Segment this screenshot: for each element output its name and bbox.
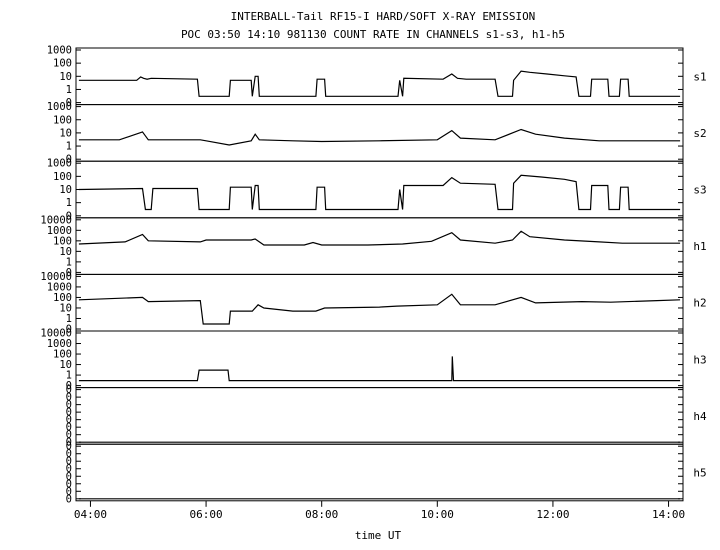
- x-tick-label: 10:00: [421, 508, 454, 521]
- y-tick-label: 10: [59, 302, 72, 314]
- chart-title: INTERBALL-Tail RF15-I HARD/SOFT X-RAY EM…: [231, 10, 536, 23]
- x-tick-label: 08:00: [305, 508, 338, 521]
- panel-frame: [75, 217, 684, 275]
- x-axis-label: time UT: [355, 529, 402, 542]
- y-tick-label: 0: [66, 384, 72, 396]
- plot-panels: 10001001010s110001001010s210001001010s31…: [40, 45, 707, 521]
- y-tick-label: 0: [66, 456, 72, 468]
- y-tick-label: 1: [66, 141, 72, 153]
- y-tick-label: 1: [66, 197, 72, 209]
- y-tick-label: 0: [66, 324, 72, 336]
- y-tick-label: 0: [66, 407, 72, 419]
- y-tick-label: 0: [66, 422, 72, 434]
- y-tick-label: 100: [53, 171, 72, 183]
- y-tick-label: 1000: [47, 225, 72, 237]
- series-line: [78, 174, 681, 211]
- y-tick-label: 10: [59, 71, 72, 83]
- y-tick-label: 100: [53, 292, 72, 304]
- series-line: [78, 70, 681, 97]
- y-tick-label: 0: [66, 493, 72, 505]
- panel-label: s2: [693, 127, 706, 140]
- series-line: [78, 230, 681, 246]
- x-tick-label: 14:00: [652, 508, 685, 521]
- panel-label: h1: [693, 240, 706, 253]
- y-tick-label: 0: [66, 486, 72, 498]
- y-tick-label: 1: [66, 370, 72, 382]
- y-tick-label: 1000: [47, 45, 72, 57]
- y-tick-label: 0: [66, 154, 72, 166]
- y-tick-label: 0: [66, 414, 72, 426]
- panel-label: h3: [693, 353, 706, 366]
- y-tick-label: 0: [66, 463, 72, 475]
- panel-label: s1: [693, 70, 706, 83]
- y-tick-label: 100: [53, 114, 72, 126]
- y-tick-label: 10: [59, 246, 72, 258]
- y-tick-label: 10000: [40, 328, 72, 340]
- y-tick-label: 100: [53, 235, 72, 247]
- panel-frame: [75, 104, 684, 162]
- y-tick-label: 1000: [47, 158, 72, 170]
- y-tick-label: 1: [66, 256, 72, 268]
- series-line: [78, 293, 681, 325]
- panel-frame: [75, 273, 684, 332]
- y-tick-label: 10000: [40, 271, 72, 283]
- y-tick-label: 0: [66, 399, 72, 411]
- y-tick-label: 0: [66, 392, 72, 404]
- panel-frame: [75, 387, 684, 445]
- panel-label: h4: [693, 410, 707, 423]
- y-tick-label: 1: [66, 313, 72, 325]
- y-tick-label: 0: [66, 267, 72, 279]
- x-tick-label: 12:00: [536, 508, 569, 521]
- series-line: [78, 356, 681, 382]
- panel-frame: [75, 443, 684, 502]
- y-tick-label: 10: [59, 359, 72, 371]
- y-tick-label: 1000: [47, 281, 72, 293]
- y-tick-label: 100: [53, 58, 72, 70]
- y-tick-label: 10: [59, 184, 72, 196]
- x-tick-label: 04:00: [74, 508, 107, 521]
- y-tick-label: 0: [66, 437, 72, 449]
- y-tick-label: 0: [66, 471, 72, 483]
- panel-frame: [75, 330, 684, 389]
- x-tick-label: 06:00: [190, 508, 223, 521]
- y-tick-label: 1: [66, 84, 72, 96]
- y-tick-label: 0: [66, 478, 72, 490]
- chart-subtitle: POC 03:50 14:10 981130 COUNT RATE IN CHA…: [181, 28, 565, 41]
- y-tick-label: 10: [59, 127, 72, 139]
- y-tick-label: 0: [66, 97, 72, 109]
- y-tick-label: 10000: [40, 214, 72, 226]
- y-tick-label: 1000: [47, 101, 72, 113]
- y-tick-label: 0: [66, 441, 72, 453]
- panel-label: h5: [693, 467, 706, 480]
- y-tick-label: 0: [66, 448, 72, 460]
- series-line: [78, 128, 681, 146]
- y-tick-label: 0: [66, 210, 72, 222]
- y-tick-label: 100: [53, 349, 72, 361]
- panel-label: h2: [693, 297, 706, 310]
- y-tick-label: 0: [66, 429, 72, 441]
- y-tick-label: 1000: [47, 338, 72, 350]
- y-tick-label: 0: [66, 380, 72, 392]
- panel-label: s3: [693, 184, 706, 197]
